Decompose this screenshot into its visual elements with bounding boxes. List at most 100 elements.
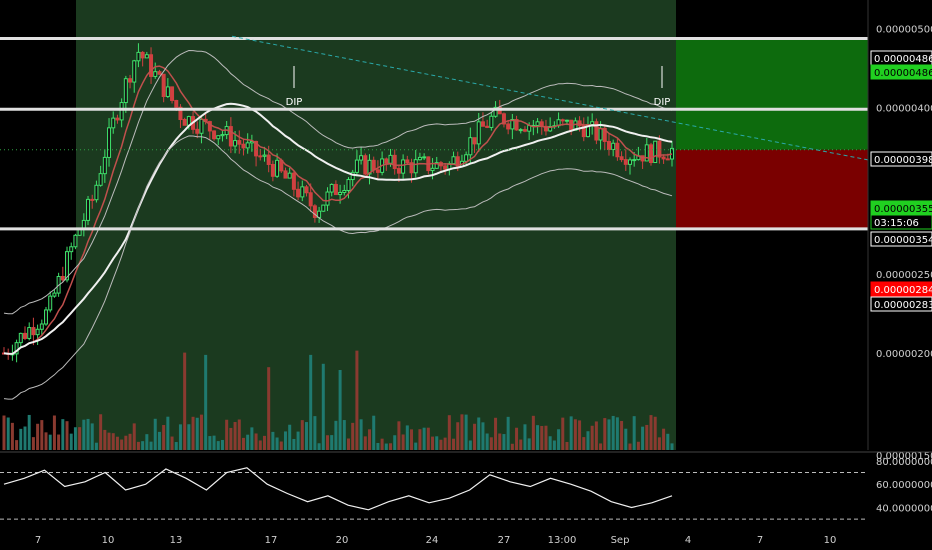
candle-body <box>405 159 410 164</box>
volume-bar <box>502 434 506 450</box>
candle-body <box>174 99 179 108</box>
volume-bar <box>578 420 582 450</box>
candle-body <box>375 169 380 173</box>
volume-bar <box>52 415 56 450</box>
candle-body <box>640 155 645 162</box>
volume-bar <box>473 423 477 450</box>
volume-bar <box>15 440 19 450</box>
volume-bar <box>86 418 90 450</box>
candle-body <box>216 135 221 140</box>
stop-zone <box>676 149 868 229</box>
volume-bar <box>103 429 107 450</box>
volume-bar <box>6 417 10 450</box>
volume-bar <box>183 352 187 450</box>
volume-bar <box>632 416 636 450</box>
candle-body <box>590 121 595 126</box>
volume-bar <box>531 415 535 450</box>
candle-body <box>430 167 435 172</box>
volume-bar <box>157 431 161 450</box>
candle-body <box>60 276 65 281</box>
candle-body <box>128 78 133 83</box>
price-tags: 0.00000486 0.00000486 0.00000398 0.00000355… <box>870 50 932 312</box>
volume-bar <box>313 416 317 450</box>
volume-bar <box>544 425 548 450</box>
time-tick-label: 10 <box>824 535 837 546</box>
ma-slow-line <box>3 102 673 355</box>
volume-bar <box>107 432 111 450</box>
candle-body <box>518 129 523 132</box>
candle-body <box>165 86 170 97</box>
volume-bar <box>120 439 124 450</box>
candle-body <box>371 159 376 171</box>
candle-body <box>657 140 662 158</box>
candle-body <box>27 327 32 339</box>
volume-bar <box>57 434 61 450</box>
volume-bar <box>300 420 304 450</box>
candle-body <box>153 71 158 77</box>
volume-bar <box>145 434 149 450</box>
volume-bar <box>410 429 414 450</box>
time-tick-label: 27 <box>498 535 511 546</box>
price-tag-label: 0.00000283 <box>874 300 932 311</box>
volume-bar <box>615 417 619 450</box>
candle-body <box>455 156 460 167</box>
candle-body <box>333 183 338 196</box>
candle-body <box>606 140 611 150</box>
volume-bar <box>401 434 405 450</box>
volume-bar <box>124 435 128 450</box>
volume-bar <box>565 441 569 450</box>
candle-body <box>107 127 112 158</box>
candle-body <box>170 86 175 101</box>
volume-bar <box>636 441 640 450</box>
candle-body <box>111 117 116 129</box>
volume-bar <box>460 414 464 450</box>
volume-bar <box>166 416 170 450</box>
price-tag-label: 03:15:06 <box>874 218 919 229</box>
volume-bar <box>435 436 439 450</box>
volume-bar <box>372 415 376 450</box>
candle-body <box>237 140 242 145</box>
rsi-tick-label: 80.00000000 <box>876 457 932 468</box>
candle-body <box>401 159 406 174</box>
volume-bar <box>40 420 44 450</box>
price-tag-label: 0.00000486 <box>874 54 932 65</box>
price-tag-label: 0.00000398 <box>874 155 932 166</box>
volume-bar <box>355 350 359 450</box>
time-tick-label: 17 <box>265 535 278 546</box>
volume-bar <box>90 423 94 450</box>
volume-bar <box>485 433 489 450</box>
volume-bar <box>527 438 531 450</box>
volume-bar <box>464 414 468 450</box>
volume-bar <box>149 441 153 450</box>
price-tag-label: 0.00000284 <box>874 285 932 296</box>
volume-bar <box>439 439 443 450</box>
candle-body <box>18 332 23 344</box>
volume-bar <box>552 440 556 450</box>
candle-body <box>195 128 200 134</box>
volume-bar <box>649 415 653 450</box>
volume-bar <box>590 425 594 450</box>
rsi-line <box>3 467 673 511</box>
candle-body <box>560 119 565 122</box>
candle-body <box>86 198 91 221</box>
volume-bar <box>447 415 451 450</box>
time-tick-label: 4 <box>685 535 691 546</box>
candle-body <box>23 332 28 339</box>
volume-bar <box>292 438 296 450</box>
candle-body <box>245 142 250 149</box>
candle-body <box>149 54 154 77</box>
candle-body <box>392 154 397 170</box>
target-zone <box>676 38 868 150</box>
horizontal-levels <box>0 36 868 231</box>
candle-body <box>140 51 145 59</box>
candle-body <box>653 140 658 164</box>
volume-bar <box>36 423 40 450</box>
candle-body <box>388 154 393 164</box>
volume-bar <box>422 427 426 450</box>
volume-bar <box>510 443 514 450</box>
price-tag-box <box>870 231 932 247</box>
volume-bar <box>61 419 65 450</box>
volume-bar <box>78 427 82 450</box>
candle-body <box>254 140 259 157</box>
